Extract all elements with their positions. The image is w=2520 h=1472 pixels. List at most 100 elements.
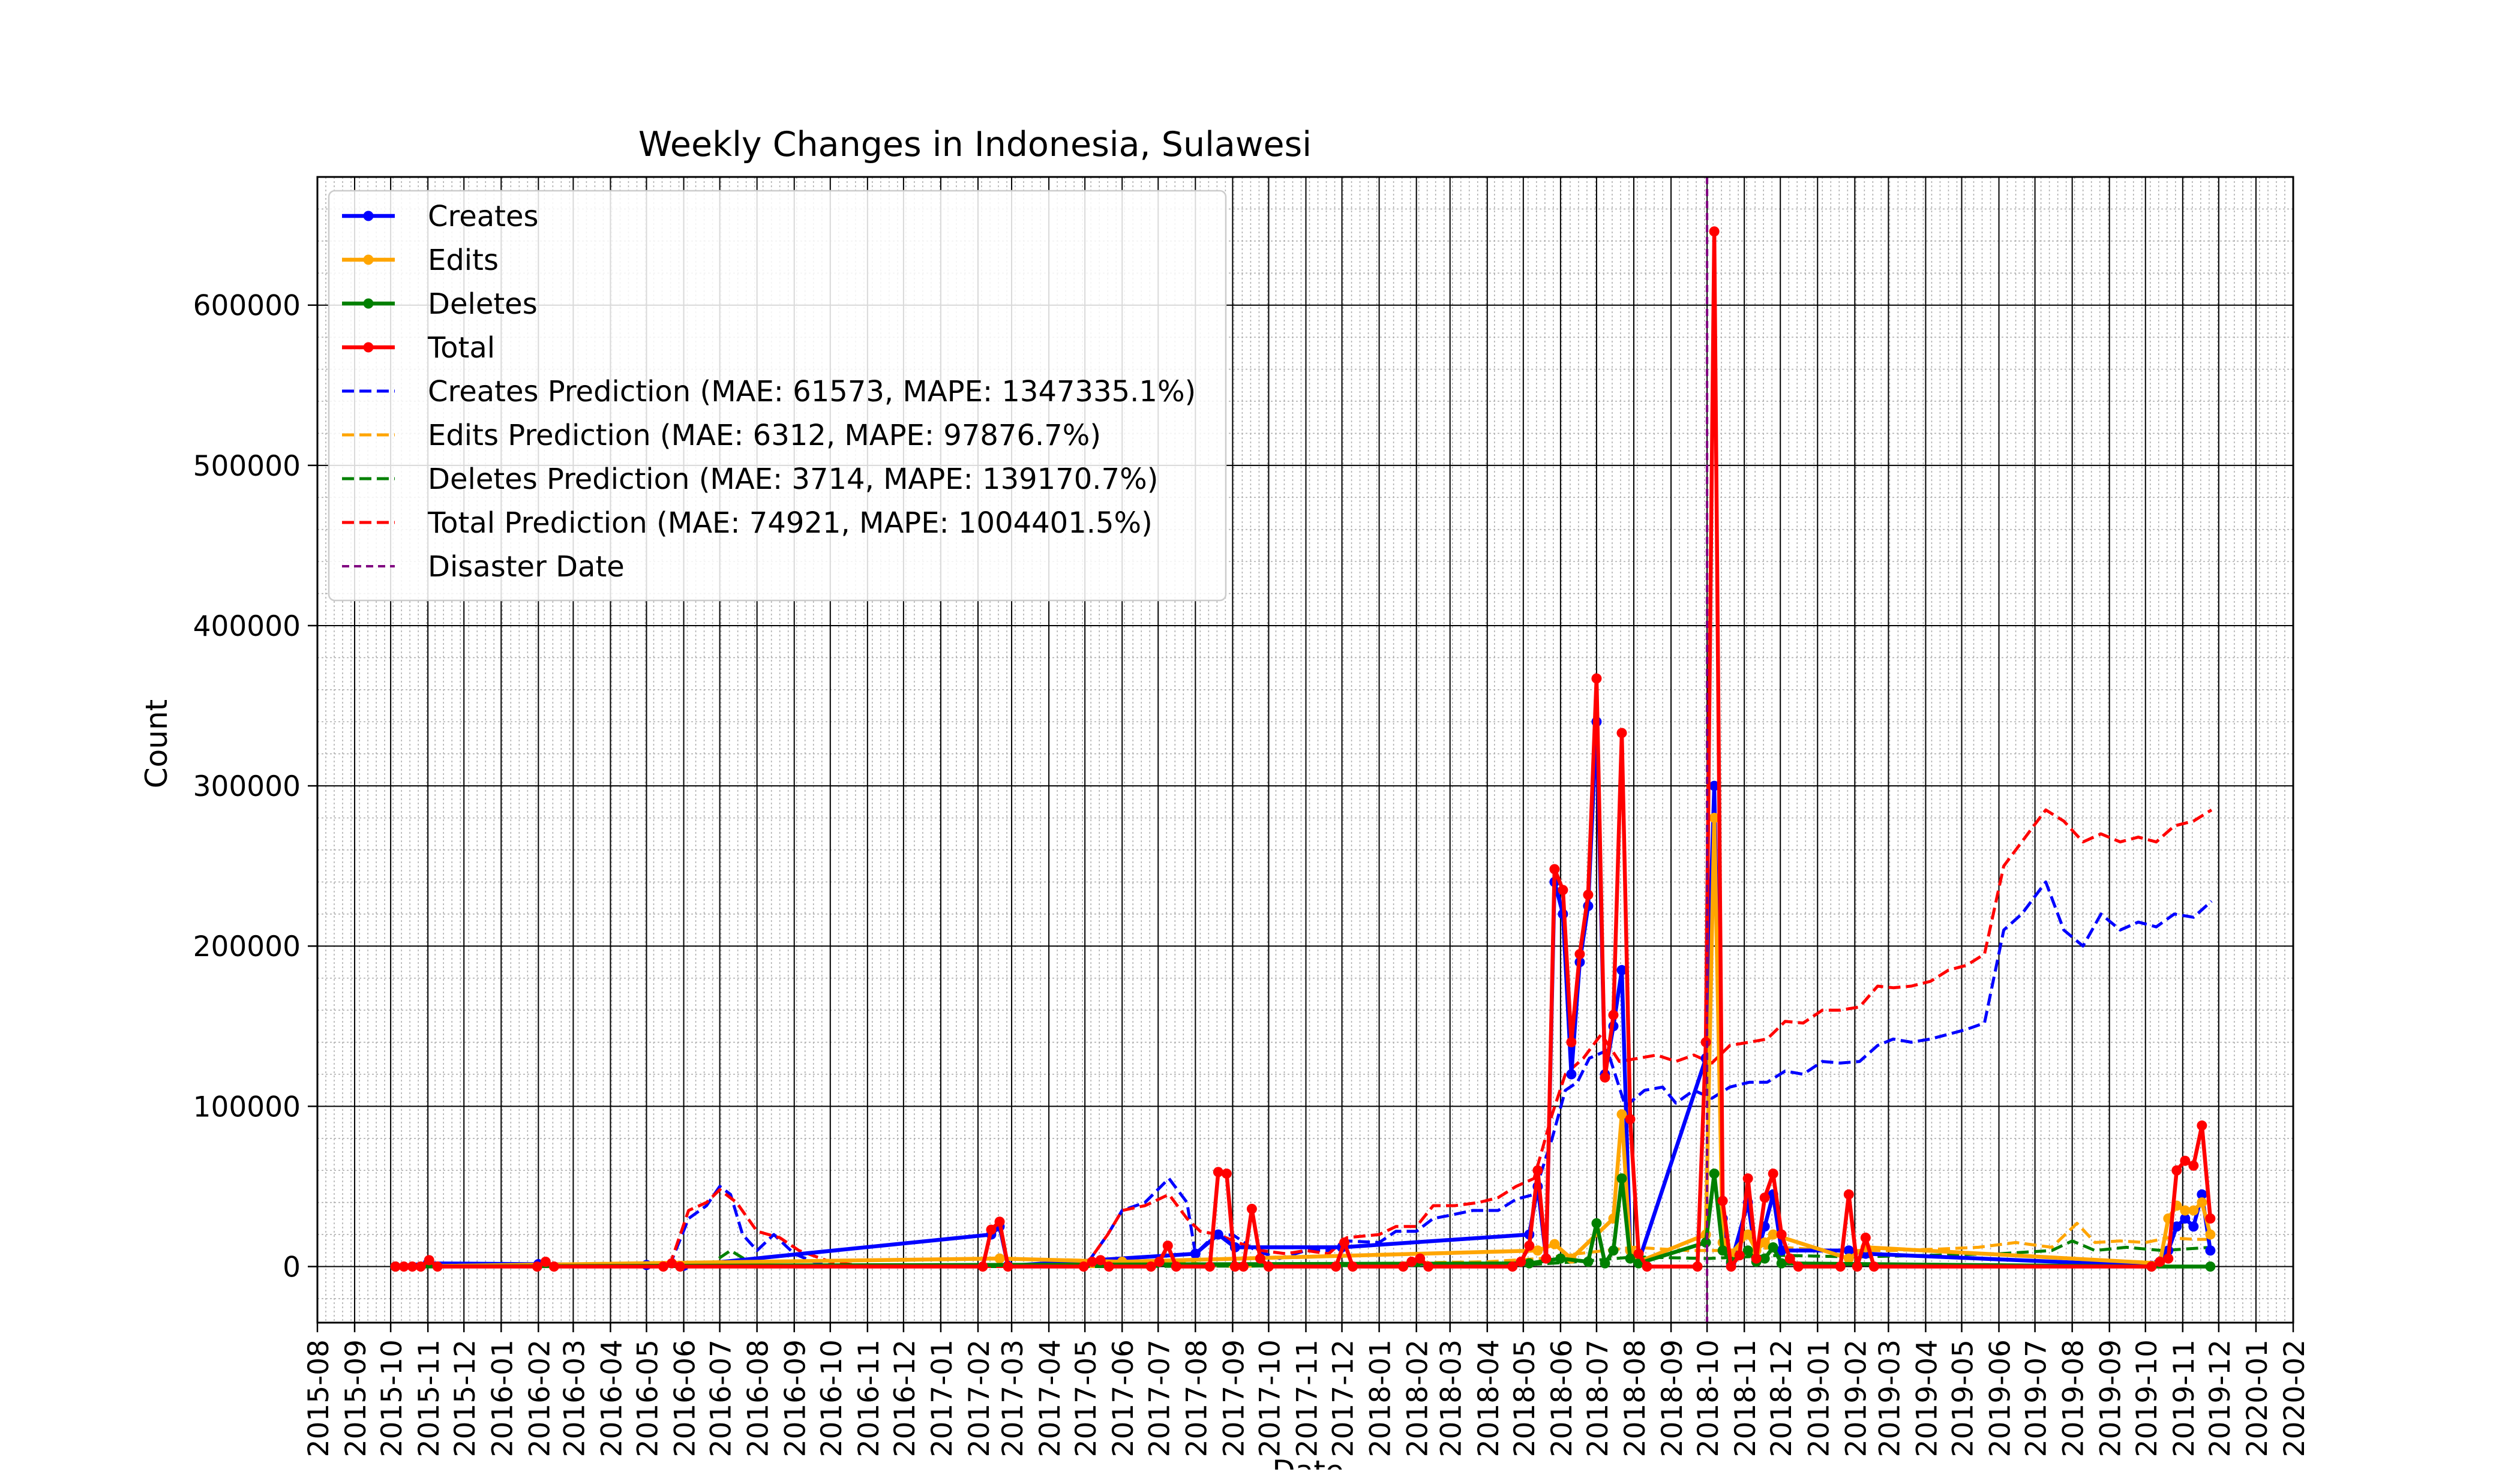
- data-point: [1742, 1173, 1753, 1184]
- x-tick-label: 2016-04: [595, 1339, 628, 1457]
- x-tick-label: 2019-01: [1802, 1339, 1835, 1457]
- data-point: [1843, 1245, 1854, 1256]
- data-point: [1003, 1261, 1013, 1272]
- data-point: [1759, 1253, 1770, 1264]
- data-point: [2197, 1189, 2207, 1200]
- data-point: [1642, 1261, 1652, 1272]
- x-tick-label: 2018-09: [1656, 1339, 1689, 1457]
- x-tick-label: 2016-05: [631, 1339, 664, 1457]
- data-point: [2180, 1155, 2191, 1166]
- y-tick-label: 400000: [193, 610, 301, 643]
- x-tick-label: 2016-08: [742, 1339, 775, 1457]
- x-tick-label: 2019-04: [1910, 1339, 1943, 1457]
- x-tick-label: 2018-05: [1508, 1339, 1541, 1457]
- data-point: [1555, 1253, 1566, 1264]
- x-tick-label: 2015-09: [340, 1339, 373, 1457]
- data-point: [1532, 1165, 1543, 1176]
- data-point: [1852, 1261, 1862, 1272]
- x-tick-label: 2016-02: [523, 1339, 556, 1457]
- series-line: [395, 229, 2213, 1269]
- data-point: [1868, 1261, 1879, 1272]
- x-tick-label: 2017-04: [1034, 1339, 1067, 1457]
- data-point: [1751, 1253, 1762, 1264]
- data-point: [1145, 1261, 1156, 1272]
- x-tick-label: 2018-03: [1435, 1339, 1468, 1457]
- x-tick-label: 2017-02: [963, 1339, 996, 1457]
- legend-label: Edits: [428, 244, 499, 277]
- data-point: [390, 1261, 401, 1272]
- x-tick-label: 2016-10: [815, 1339, 848, 1457]
- x-tick-label: 2017-08: [1180, 1339, 1213, 1457]
- data-point: [1692, 1261, 1703, 1272]
- data-point: [2146, 1261, 2157, 1272]
- data-point: [1516, 1256, 1526, 1267]
- data-point: [2155, 1256, 2165, 1267]
- y-axis-label: Count: [139, 699, 174, 789]
- data-point: [1398, 1261, 1409, 1272]
- data-point: [1583, 1256, 1594, 1267]
- x-tick-label: 2017-03: [997, 1339, 1030, 1457]
- data-point: [2171, 1221, 2182, 1232]
- data-point: [1541, 1253, 1552, 1264]
- legend-box: [328, 190, 1227, 602]
- data-point: [675, 1261, 686, 1272]
- x-tick-label: 2016-11: [853, 1339, 886, 1457]
- data-point: [1776, 1229, 1787, 1240]
- x-tick-label: 2019-03: [1873, 1339, 1906, 1457]
- x-tick-label: 2015-10: [376, 1339, 409, 1457]
- data-point: [1633, 1248, 1644, 1259]
- data-point: [2188, 1205, 2199, 1216]
- data-point: [398, 1261, 409, 1272]
- data-point: [1759, 1237, 1770, 1248]
- data-point: [1524, 1258, 1535, 1269]
- data-point: [1625, 1114, 1636, 1125]
- x-tick-label: 2019-08: [2057, 1339, 2090, 1457]
- data-point: [1348, 1261, 1358, 1272]
- data-point: [1759, 1192, 1770, 1203]
- data-point: [1406, 1256, 1417, 1267]
- legend: Creates Edits Deletes Total Creates Predicti…: [328, 190, 1227, 602]
- legend-label: Total: [427, 331, 495, 365]
- x-tick-label: 2019-07: [2020, 1339, 2053, 1457]
- data-point: [540, 1256, 551, 1267]
- data-point: [1616, 1109, 1627, 1120]
- data-point: [667, 1258, 677, 1269]
- data-point: [1784, 1253, 1795, 1264]
- data-point: [1213, 1229, 1223, 1240]
- data-point: [1616, 728, 1627, 738]
- y-tick-label: 300000: [193, 770, 301, 803]
- x-tick-label: 2017-06: [1107, 1339, 1140, 1457]
- series-layer: [390, 177, 2216, 1323]
- plot-frame: [316, 176, 2294, 1324]
- data-point: [658, 1261, 669, 1272]
- data-point: [1700, 1037, 1711, 1048]
- data-point: [1591, 673, 1602, 684]
- data-point: [1843, 1189, 1854, 1200]
- data-point: [1221, 1168, 1232, 1179]
- data-point: [1717, 1195, 1728, 1206]
- data-point: [1616, 965, 1627, 975]
- data-point: [1263, 1261, 1274, 1272]
- x-tick-label: 2017-11: [1291, 1339, 1324, 1457]
- data-point: [994, 1216, 1005, 1227]
- x-tick-label: 2016-12: [889, 1339, 922, 1457]
- x-tick-label: 2016-03: [558, 1339, 591, 1457]
- x-tick-label: 2018-10: [1692, 1339, 1725, 1457]
- legend-label: Deletes Prediction (MAE: 3714, MAPE: 139…: [428, 462, 1158, 496]
- y-tick-label: 0: [283, 1251, 301, 1284]
- x-tick-label: 2015-12: [449, 1339, 482, 1457]
- data-point: [1204, 1261, 1215, 1272]
- data-point: [1709, 813, 1720, 824]
- data-point: [986, 1224, 997, 1235]
- data-point: [1566, 1037, 1577, 1048]
- legend-marker: [363, 342, 374, 353]
- data-point: [2163, 1253, 2174, 1264]
- data-point: [1339, 1237, 1350, 1248]
- axes: 2015-08 2015-09 2015-10 2015-11 2015-12 2016-…: [193, 176, 2311, 1457]
- series-line: [668, 808, 2213, 1268]
- data-point: [1238, 1261, 1249, 1272]
- x-tick-label: 2018-07: [1582, 1339, 1615, 1457]
- data-point: [415, 1261, 426, 1272]
- data-point: [1776, 1245, 1787, 1256]
- legend-marker: [363, 211, 374, 221]
